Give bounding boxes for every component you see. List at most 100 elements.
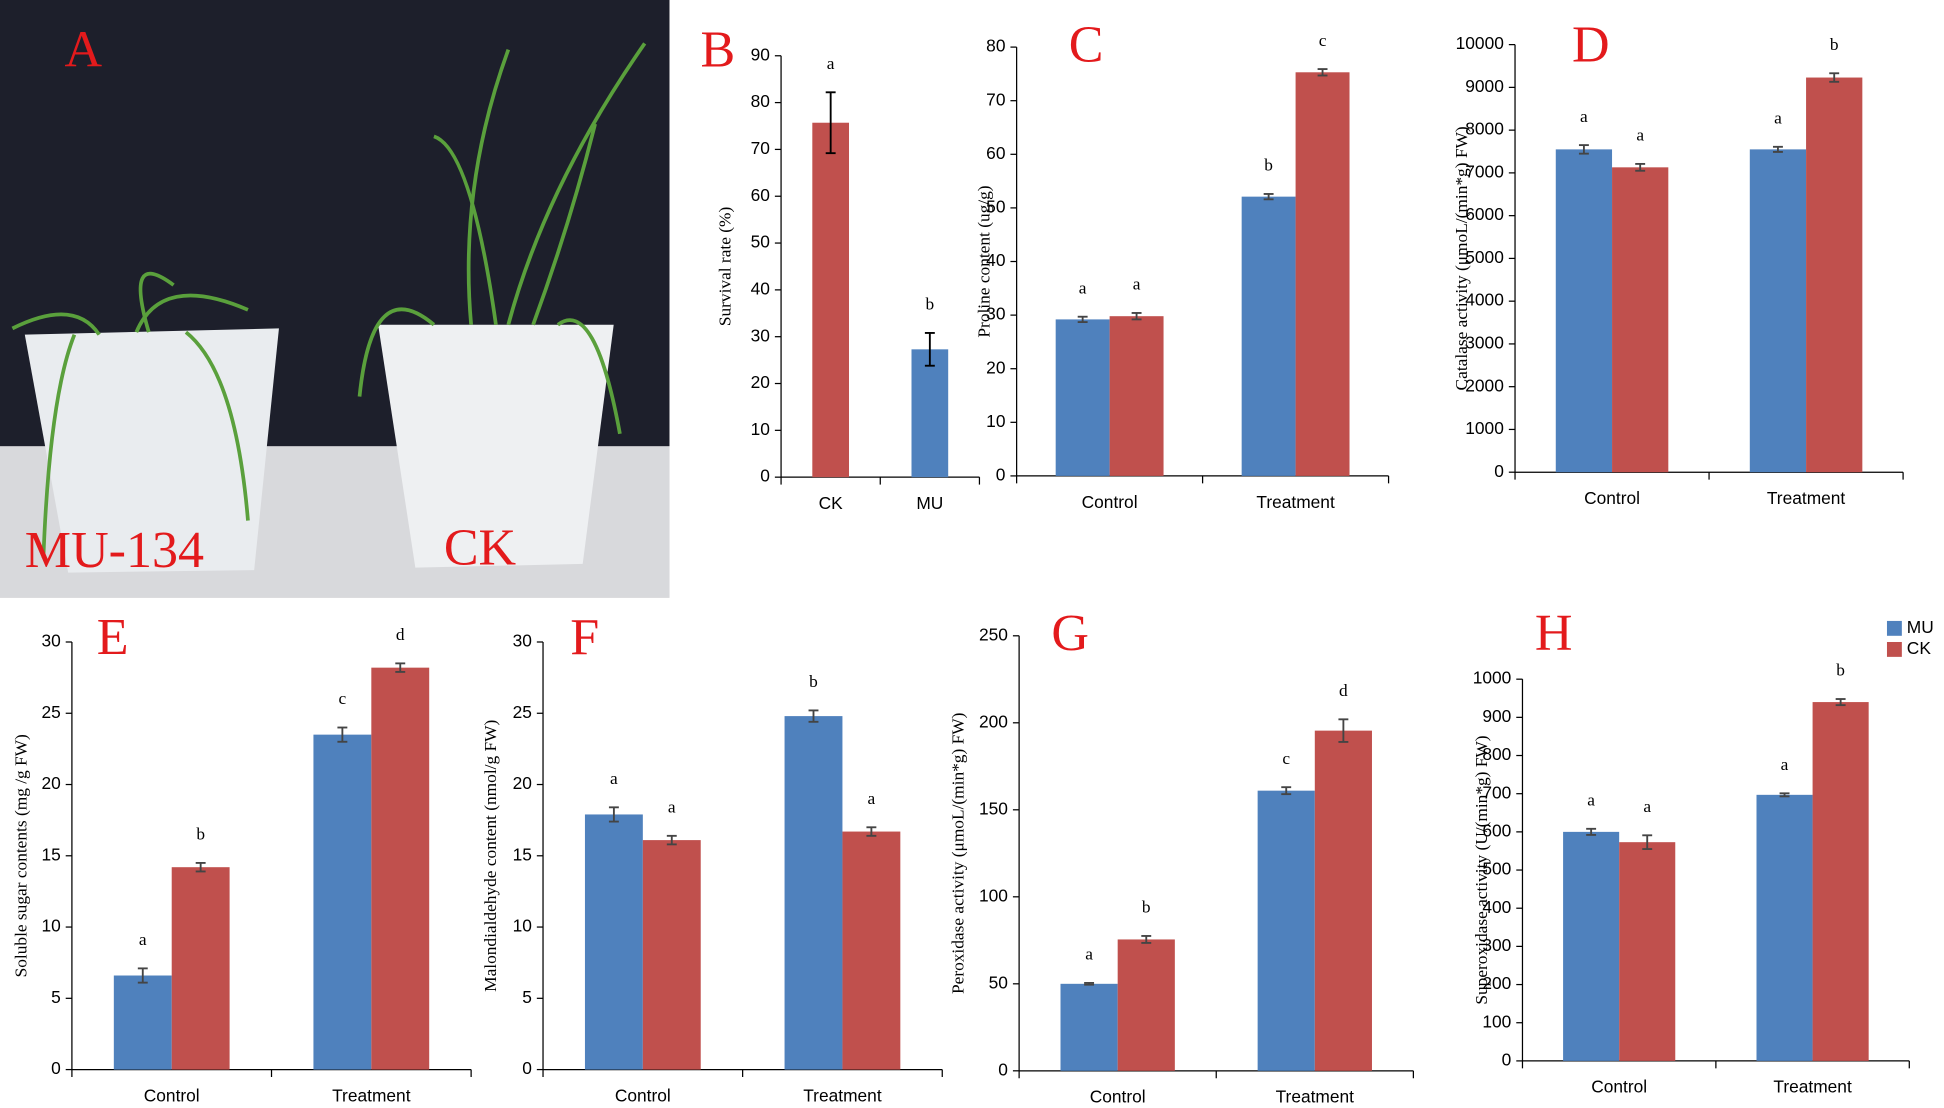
y-tick-label: 0 (996, 464, 1006, 484)
y-tick-label: 8000 (1465, 119, 1504, 139)
bar (1060, 983, 1118, 1071)
pot (378, 324, 614, 568)
significance-label: c (339, 689, 347, 708)
y-tick-label: 30 (41, 631, 60, 651)
bar (113, 975, 172, 1070)
y-axis-label: Superoxidase activity (U/(min*g) FW) (1472, 735, 1491, 1004)
y-tick-label: 80 (986, 36, 1005, 56)
y-tick-label: 700 (1482, 782, 1511, 802)
bar (1055, 319, 1110, 476)
bar (371, 667, 430, 1070)
significance-label: a (1085, 945, 1093, 964)
significance-label: a (1774, 109, 1782, 128)
bar (1555, 149, 1613, 473)
y-tick-label: 90 (751, 44, 770, 64)
legend-swatch (1886, 620, 1902, 636)
significance-label: b (1836, 661, 1845, 680)
y-tick-label: 50 (751, 232, 770, 252)
y-tick-label: 0 (998, 1059, 1008, 1079)
significance-label: b (1830, 35, 1839, 54)
x-tick-label: CK (819, 493, 844, 513)
bar (784, 716, 843, 1070)
bar (842, 831, 901, 1070)
panel-label: B (700, 21, 735, 78)
y-tick-label: 800 (1482, 744, 1511, 764)
significance-label: a (1587, 791, 1595, 810)
panel-label: D (1572, 17, 1610, 74)
x-tick-label: Control (1584, 488, 1640, 508)
x-tick-label: Control (615, 1085, 671, 1105)
significance-label: a (1781, 755, 1789, 774)
grass (11, 42, 647, 558)
y-tick-label: 10 (513, 916, 532, 936)
significance-label: d (1339, 681, 1348, 700)
y-tick-label: 5 (51, 987, 61, 1007)
bar (171, 867, 230, 1070)
bar (1295, 72, 1350, 476)
x-tick-label: MU (916, 493, 943, 513)
bar (1749, 149, 1807, 473)
y-tick-label: 30 (751, 325, 770, 345)
significance-label: d (396, 625, 405, 644)
y-tick-label: 400 (1482, 897, 1511, 917)
x-tick-label: Treatment (332, 1085, 411, 1105)
panel-label: C (1069, 17, 1104, 74)
y-tick-label: 0 (760, 466, 770, 486)
pot (24, 328, 279, 573)
x-tick-label: Control (144, 1085, 200, 1105)
y-tick-label: 20 (751, 372, 770, 392)
significance-label: c (1282, 749, 1290, 768)
legend-swatch (1886, 641, 1902, 657)
significance-label: a (1636, 126, 1644, 145)
y-tick-label: 10 (751, 419, 770, 439)
y-tick-label: 10 (986, 411, 1005, 431)
y-tick-label: 20 (41, 773, 60, 793)
photo: A MU-134 CK (0, 0, 670, 598)
y-tick-label: 100 (1482, 1011, 1511, 1031)
bar (1117, 939, 1175, 1071)
bar (812, 122, 850, 478)
significance-label: a (1580, 107, 1588, 126)
y-tick-label: 40 (986, 250, 1005, 270)
legend-label: CK (1907, 638, 1932, 658)
x-tick-label: Control (1591, 1077, 1647, 1097)
y-tick-label: 0 (1502, 1049, 1512, 1069)
panel-label: A (64, 21, 102, 78)
bar (1756, 794, 1813, 1061)
y-tick-label: 250 (979, 624, 1008, 644)
bar (1314, 730, 1372, 1071)
y-axis-label: Catalase activity (μmoL/(min*g) FW) (1452, 126, 1471, 390)
bar (313, 734, 372, 1070)
y-tick-label: 15 (513, 844, 532, 864)
y-tick-label: 900 (1482, 706, 1511, 726)
y-tick-label: 1000 (1473, 668, 1512, 688)
y-tick-label: 70 (751, 138, 770, 158)
y-tick-label: 15 (41, 844, 60, 864)
y-tick-label: 70 (986, 89, 1005, 109)
significance-label: a (1079, 278, 1087, 297)
panel-label: F (570, 609, 599, 666)
y-tick-label: 80 (751, 91, 770, 111)
y-tick-label: 1000 (1465, 418, 1504, 438)
y-tick-label: 5000 (1465, 247, 1504, 267)
y-tick-label: 200 (1482, 973, 1511, 993)
y-axis-label: Malondialdehyde content (nmol/g FW) (481, 720, 500, 992)
y-tick-label: 10 (41, 916, 60, 936)
significance-label: c (1319, 31, 1327, 50)
photo-label: MU-134 (25, 522, 204, 579)
y-tick-label: 20 (513, 773, 532, 793)
y-tick-label: 60 (986, 143, 1005, 163)
y-tick-label: 500 (1482, 859, 1511, 879)
bar (1806, 77, 1863, 473)
x-tick-label: Treatment (1773, 1077, 1852, 1097)
y-axis-label: Survival rate (%) (716, 207, 735, 327)
significance-label: b (926, 295, 935, 314)
significance-label: a (827, 54, 835, 73)
significance-label: b (1264, 156, 1273, 175)
bar (642, 840, 701, 1070)
y-axis-label: Peroxidase activity (μmoL/(min*g) FW) (949, 712, 968, 994)
y-tick-label: 25 (513, 702, 532, 722)
bar (1257, 790, 1315, 1071)
significance-label: a (668, 798, 676, 817)
